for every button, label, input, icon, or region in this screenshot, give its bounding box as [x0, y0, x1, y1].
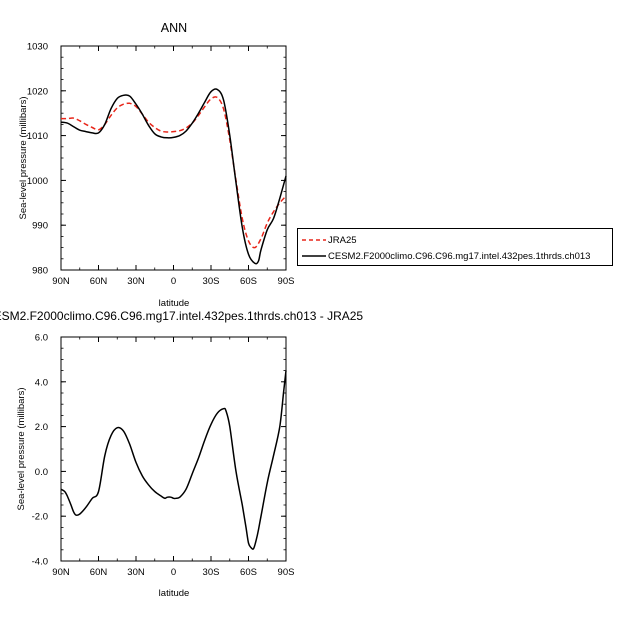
bottom-ytick-label: 4.0 — [35, 377, 48, 388]
top-series-model-line — [60, 88, 287, 265]
legend-box: JRA25 CESM2.F2000climo.C96.C96.mg17.inte… — [297, 228, 613, 266]
top-xtick-label: 90N — [52, 276, 70, 287]
legend-item-cesm2: CESM2.F2000climo.C96.C96.mg17.intel.432p… — [302, 249, 590, 263]
top-ytick-label: 980 — [32, 266, 48, 277]
bottom-y-axis-label: Sea-level pressure (millibars) — [16, 387, 27, 510]
bottom-panel: CESM2.F2000climo.C96.C96.mg17.intel.432p… — [0, 309, 363, 599]
top-ytick-label: 1030 — [27, 42, 48, 53]
bottom-ytick-label: 6.0 — [35, 333, 48, 344]
top-ytick-label: 1020 — [27, 86, 48, 97]
legend-dashed-swatch — [302, 239, 326, 241]
bottom-ytick-label: 0.0 — [35, 467, 48, 478]
top-xtick-label: 0 — [171, 276, 176, 287]
legend-label-cesm2: CESM2.F2000climo.C96.C96.mg17.intel.432p… — [328, 250, 591, 262]
legend-label-jra25: JRA25 — [328, 234, 357, 246]
top-ytick-label: 1010 — [27, 131, 48, 142]
top-chart-title: ANN — [161, 21, 187, 35]
top-plot-frame — [60, 45, 287, 271]
bottom-plot-frame — [60, 336, 287, 562]
top-x-axis-label: latitude — [159, 298, 190, 309]
bottom-x-axis-label: latitude — [159, 588, 190, 599]
bottom-series-model-line — [60, 370, 287, 550]
bottom-xtick-label: 60N — [90, 567, 108, 578]
bottom-chart-title: CESM2.F2000climo.C96.C96.mg17.intel.432p… — [0, 309, 363, 323]
top-xtick-label: 90S — [278, 276, 295, 287]
top-xtick-label: 60S — [240, 276, 257, 287]
bottom-xtick-label: 0 — [171, 567, 176, 578]
top-series-group — [60, 88, 287, 265]
top-y-axis-label: Sea-level pressure (millibars) — [18, 96, 29, 219]
bottom-xtick-label: 30S — [203, 567, 220, 578]
top-ytick-label: 990 — [32, 221, 48, 232]
top-xtick-label: 60N — [90, 276, 108, 287]
bottom-ticks: 90N 60N 30N 0 30S 60S 90S -4.0 -2.0 0.0 2.0 4.0 6.0 — [32, 333, 295, 579]
top-ytick-label: 1000 — [27, 176, 48, 187]
top-panel: ANN 90N 60N 30N 0 30S 60S 90S 980 990 1000 1010 102… — [18, 21, 294, 309]
bottom-xtick-label: 90N — [52, 567, 70, 578]
top-ticks: 90N 60N 30N 0 30S 60S 90S 980 990 1000 1010 1020 103… — [27, 42, 295, 288]
bottom-xtick-label: 90S — [278, 567, 295, 578]
bottom-xtick-label: 30N — [127, 567, 145, 578]
bottom-ytick-label: -2.0 — [32, 512, 48, 523]
legend-solid-swatch — [302, 255, 326, 257]
bottom-xtick-label: 60S — [240, 567, 257, 578]
bottom-ytick-label: -4.0 — [32, 557, 48, 568]
bottom-series-group — [60, 370, 287, 550]
top-xtick-label: 30S — [203, 276, 220, 287]
legend-item-jra25: JRA25 — [302, 233, 357, 247]
top-series-jra25-line — [60, 96, 287, 249]
bottom-ytick-label: 2.0 — [35, 422, 48, 433]
top-xtick-label: 30N — [127, 276, 145, 287]
